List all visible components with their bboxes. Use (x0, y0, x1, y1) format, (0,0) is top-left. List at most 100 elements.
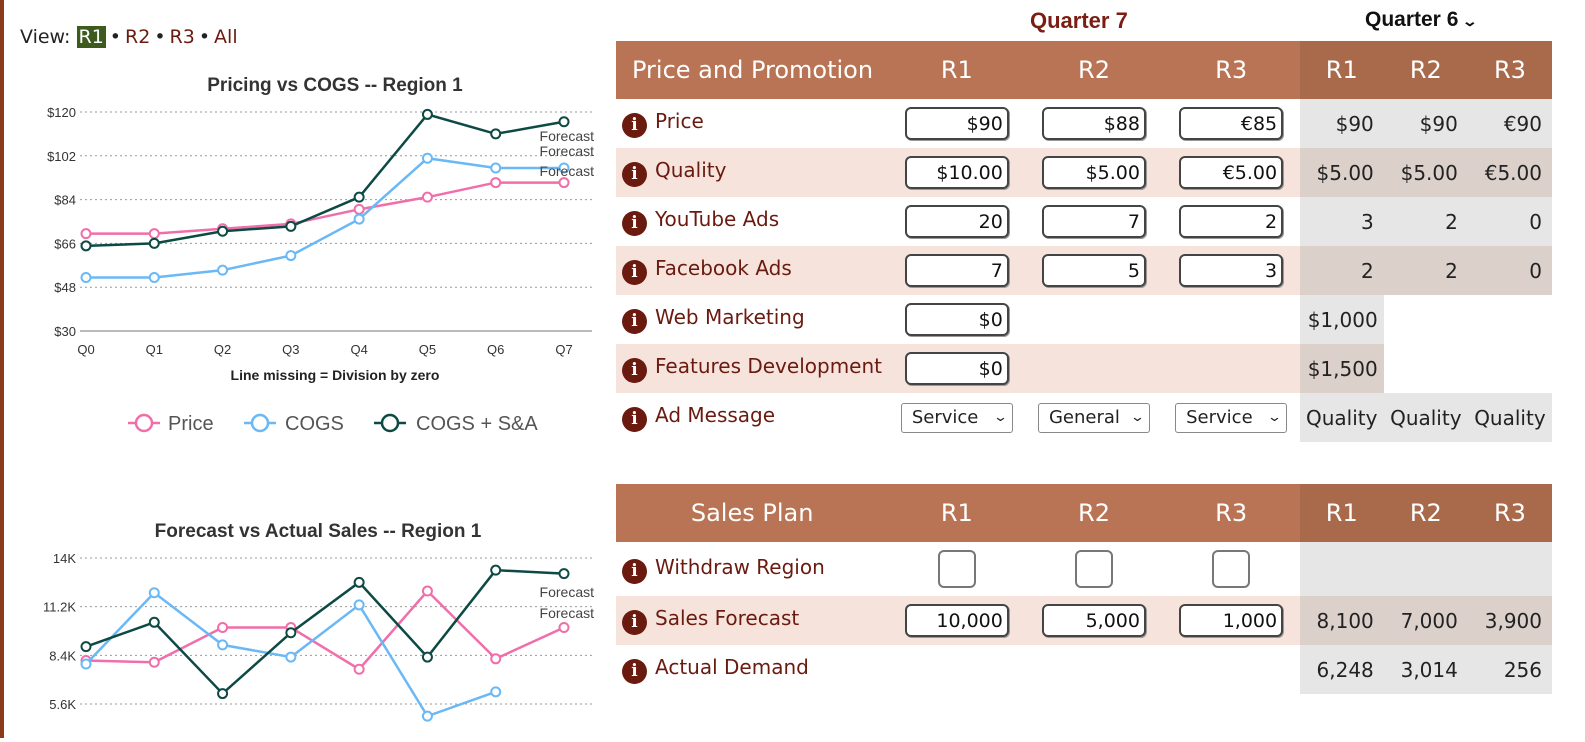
table-title: Sales Plan (616, 484, 889, 542)
forecast-annotation: Forecast (540, 143, 595, 159)
col-header: R3 (1162, 41, 1300, 99)
price-input-r1[interactable]: $90 (904, 107, 1009, 140)
sales-forecast-input-r3[interactable]: 1,000 (1179, 604, 1284, 637)
features-development-input[interactable]: $0 (904, 352, 1009, 385)
data-point (353, 203, 365, 215)
info-icon[interactable]: i (622, 610, 647, 635)
view-option-r2[interactable]: R2 (125, 26, 151, 48)
info-icon[interactable]: i (622, 162, 647, 187)
data-point (353, 191, 365, 203)
col-header: R1 (1299, 41, 1384, 99)
row-label: Web Marketing (655, 305, 805, 329)
forecast-annotation: Forecast (540, 584, 595, 600)
info-icon[interactable]: i (622, 558, 647, 584)
prev-value: $90 (1383, 99, 1468, 148)
data-point (80, 641, 92, 653)
chart-legend: Price COGS COGS + S&A (128, 413, 538, 435)
table-row: i Price $90 $88 €85 $90 $90 €90 (616, 99, 1552, 148)
data-point (421, 191, 433, 203)
price-input-r3[interactable]: €85 (1179, 107, 1284, 140)
data-point (353, 599, 365, 611)
row-label: Features Development (655, 354, 882, 378)
current-quarter-title: Quarter 7 (1030, 8, 1128, 33)
quality-input-r2[interactable]: $5.00 (1041, 156, 1146, 189)
data-point (285, 250, 297, 262)
youtube-ads-input-r3[interactable]: 2 (1179, 205, 1284, 238)
previous-quarter-label: Quarter 6 (1365, 8, 1459, 31)
prev-value: 2 (1383, 197, 1468, 246)
sales-forecast-input-r1[interactable]: 10,000 (904, 604, 1009, 637)
x-tick-label: Q4 (350, 342, 367, 357)
withdraw-checkbox-r1[interactable] (937, 550, 976, 588)
col-header: R1 (888, 484, 1026, 542)
legend-price[interactable]: Price (168, 413, 214, 435)
facebook-ads-input-r2[interactable]: 5 (1041, 254, 1146, 287)
row-label: Quality (655, 158, 727, 182)
row-label: Facebook Ads (655, 256, 792, 280)
info-icon[interactable]: i (622, 358, 647, 383)
y-tick-label: $120 (47, 105, 76, 120)
info-icon[interactable]: i (622, 211, 647, 236)
legend-cogs-icon (250, 413, 270, 433)
legend-cogs-sa-icon (380, 413, 400, 433)
series-line (86, 156, 564, 279)
info-icon[interactable]: i (622, 260, 647, 285)
withdraw-checkbox-r3[interactable] (1212, 550, 1251, 588)
forecast-annotation: Forecast (540, 128, 595, 144)
data-point (490, 128, 502, 140)
data-point (80, 240, 92, 252)
row-label: Sales Forecast (655, 606, 800, 630)
sales-forecast-input-r2[interactable]: 5,000 (1041, 604, 1146, 637)
price-input-r2[interactable]: $88 (1041, 107, 1146, 140)
legend-cogs-sa[interactable]: COGS + S&A (416, 413, 538, 435)
info-icon[interactable]: i (622, 309, 647, 334)
facebook-ads-input-r1[interactable]: 7 (904, 254, 1009, 287)
data-point (217, 688, 229, 700)
chart-xlabel: Line missing = Division by zero (231, 367, 440, 383)
facebook-ads-input-r3[interactable]: 3 (1179, 254, 1284, 287)
web-marketing-input[interactable]: $0 (904, 303, 1009, 336)
data-point (80, 271, 92, 283)
quality-input-r3[interactable]: €5.00 (1179, 156, 1284, 189)
view-label: View: (20, 26, 71, 48)
series-line (85, 589, 565, 671)
select-value: Service (1186, 406, 1253, 428)
withdraw-checkbox-r2[interactable] (1074, 550, 1113, 588)
info-icon[interactable]: i (622, 113, 647, 138)
previous-quarter-selector[interactable]: Quarter 6 ⌄ (1365, 8, 1478, 32)
data-point (421, 108, 433, 120)
view-option-r3[interactable]: R3 (169, 26, 195, 48)
y-tick-label: 5.6K (49, 697, 76, 712)
data-point (421, 585, 433, 597)
col-header: R2 (1025, 484, 1163, 542)
ad-message-select-r1[interactable]: Service ⌄ (900, 402, 1013, 433)
table-row: i Web Marketing $0 $1,000 (616, 295, 1552, 344)
view-option-all[interactable]: All (214, 26, 238, 48)
ad-message-select-r3[interactable]: Service ⌄ (1175, 402, 1288, 433)
prev-value: 256 (1467, 645, 1552, 694)
prev-value: Quality (1299, 393, 1384, 442)
table-row: i Withdraw Region (616, 542, 1552, 596)
y-tick-label: 11.2K (43, 600, 76, 615)
quality-input-r1[interactable]: $10.00 (904, 156, 1009, 189)
youtube-ads-input-r2[interactable]: 7 (1041, 205, 1146, 238)
view-option-r1[interactable]: R1 (76, 26, 106, 48)
data-point (217, 639, 229, 651)
table-row: i YouTube Ads 20 7 2 3 2 0 (616, 197, 1552, 246)
left-border (0, 0, 4, 738)
chevron-down-icon: ⌄ (1129, 409, 1146, 425)
info-icon[interactable]: i (622, 659, 647, 684)
youtube-ads-input-r1[interactable]: 20 (904, 205, 1009, 238)
data-point (148, 237, 160, 249)
data-point (217, 622, 229, 634)
prev-value: $90 (1299, 99, 1384, 148)
sales-chart-svg: Forecast vs Actual Sales -- Region 1 14K… (43, 521, 595, 722)
ad-message-select-r2[interactable]: General ⌄ (1037, 402, 1150, 433)
data-point (490, 686, 502, 698)
legend-cogs[interactable]: COGS (285, 413, 344, 435)
row-label: Actual Demand (655, 655, 809, 679)
row-label: Price (655, 109, 704, 133)
table-title: Price and Promotion (616, 41, 889, 99)
info-icon[interactable]: i (622, 407, 647, 432)
table-row: i Facebook Ads 7 5 3 2 2 0 (616, 246, 1552, 295)
